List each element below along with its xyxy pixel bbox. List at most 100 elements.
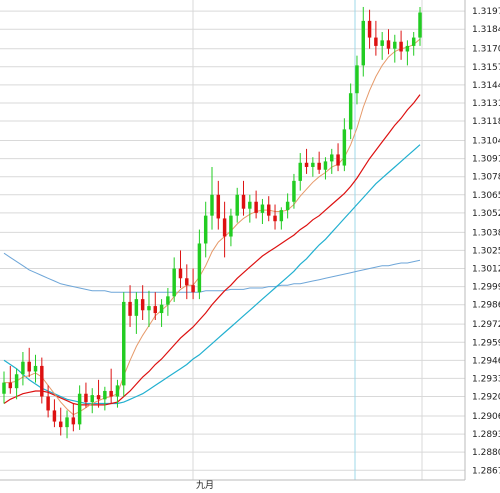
candle-body (77, 393, 82, 425)
candle-body (134, 299, 139, 316)
candle (172, 257, 176, 302)
candle-body (140, 299, 145, 311)
candle (2, 371, 6, 404)
candle (178, 250, 183, 288)
candle (361, 6, 366, 77)
candle (393, 34, 397, 63)
candle-body (248, 201, 252, 209)
candle (134, 292, 139, 334)
candle-body (58, 421, 63, 428)
candle-body (367, 20, 372, 38)
candle (285, 193, 290, 219)
candle-body (166, 296, 170, 305)
y-tick-label: 1.2986 (472, 301, 500, 311)
candle-body (71, 417, 76, 425)
candle (166, 288, 170, 316)
candle (21, 352, 25, 386)
candle (336, 143, 340, 172)
candle (248, 194, 252, 223)
y-tick-label: 1.3197 (472, 7, 500, 17)
candles (2, 6, 422, 439)
y-tick-label: 1.2999 (472, 283, 500, 293)
candle (386, 29, 391, 55)
y-tick-label: 1.2972 (472, 320, 500, 330)
candle-body (90, 395, 94, 403)
candle (355, 55, 359, 105)
candle (153, 292, 158, 320)
y-tick-label: 1.3184 (472, 25, 500, 35)
candle (292, 173, 296, 209)
y-tick-label: 1.3104 (472, 137, 500, 147)
candle-body (386, 40, 391, 49)
candle (96, 379, 101, 408)
candle-body (197, 243, 202, 293)
candle (52, 399, 57, 428)
candle (273, 204, 277, 230)
candle (279, 207, 284, 230)
y-tick-label: 1.2880 (472, 448, 500, 458)
candle (380, 32, 384, 60)
candle (27, 347, 31, 378)
candle-body (285, 201, 290, 211)
candle (84, 382, 88, 408)
candle (109, 368, 113, 404)
candle (348, 83, 353, 140)
candle-body (292, 180, 296, 202)
grid (0, 0, 466, 481)
candle-body (96, 395, 101, 400)
candle (298, 153, 302, 191)
candle-body (84, 393, 88, 403)
candle-body (65, 417, 69, 428)
candle (411, 32, 416, 56)
y-tick-label: 1.2946 (472, 356, 500, 366)
candle-body (178, 268, 183, 279)
candle-body (8, 382, 13, 389)
candle (222, 201, 227, 258)
candle-body (46, 396, 50, 411)
candle-body (330, 154, 334, 162)
candle (40, 357, 44, 404)
candle-body (216, 194, 221, 219)
candle (323, 157, 328, 180)
candle-body (254, 201, 258, 213)
candle (399, 30, 403, 60)
y-tick-label: 1.2920 (472, 393, 500, 403)
y-tick-label: 1.3118 (472, 117, 500, 127)
candle (8, 365, 13, 394)
candle-body (235, 194, 239, 216)
candle-body (380, 40, 384, 46)
candle (33, 354, 38, 383)
candle (197, 229, 202, 300)
candle-body (153, 306, 158, 314)
candle-body (14, 374, 19, 389)
candle-body (159, 304, 164, 314)
candle-body (40, 365, 44, 397)
candle-body (260, 204, 265, 213)
candle-body (115, 385, 120, 397)
y-tick-label: 1.3025 (472, 246, 500, 256)
candle (311, 157, 315, 177)
candle-body (355, 65, 359, 94)
y-tick-label: 1.3170 (472, 45, 500, 55)
candle-body (52, 410, 57, 422)
x-axis-month-label: 九月 (196, 480, 214, 491)
candle (266, 196, 271, 222)
y-tick-label: 1.3078 (472, 173, 500, 183)
candle-body (393, 41, 397, 49)
candle-body (399, 41, 403, 52)
y-tick-label: 1.2933 (472, 374, 500, 384)
candle-body (405, 45, 410, 52)
y-tick-label: 1.3012 (472, 265, 500, 275)
candle-body (27, 361, 31, 372)
ma-long-line (3, 252, 421, 293)
candle (90, 388, 94, 414)
y-tick-label: 1.2867 (472, 466, 500, 476)
candle-body (33, 365, 38, 372)
candle (122, 292, 126, 397)
candle-body (103, 390, 107, 400)
candle-body (122, 301, 126, 386)
y-tick-label: 1.2959 (472, 338, 500, 348)
